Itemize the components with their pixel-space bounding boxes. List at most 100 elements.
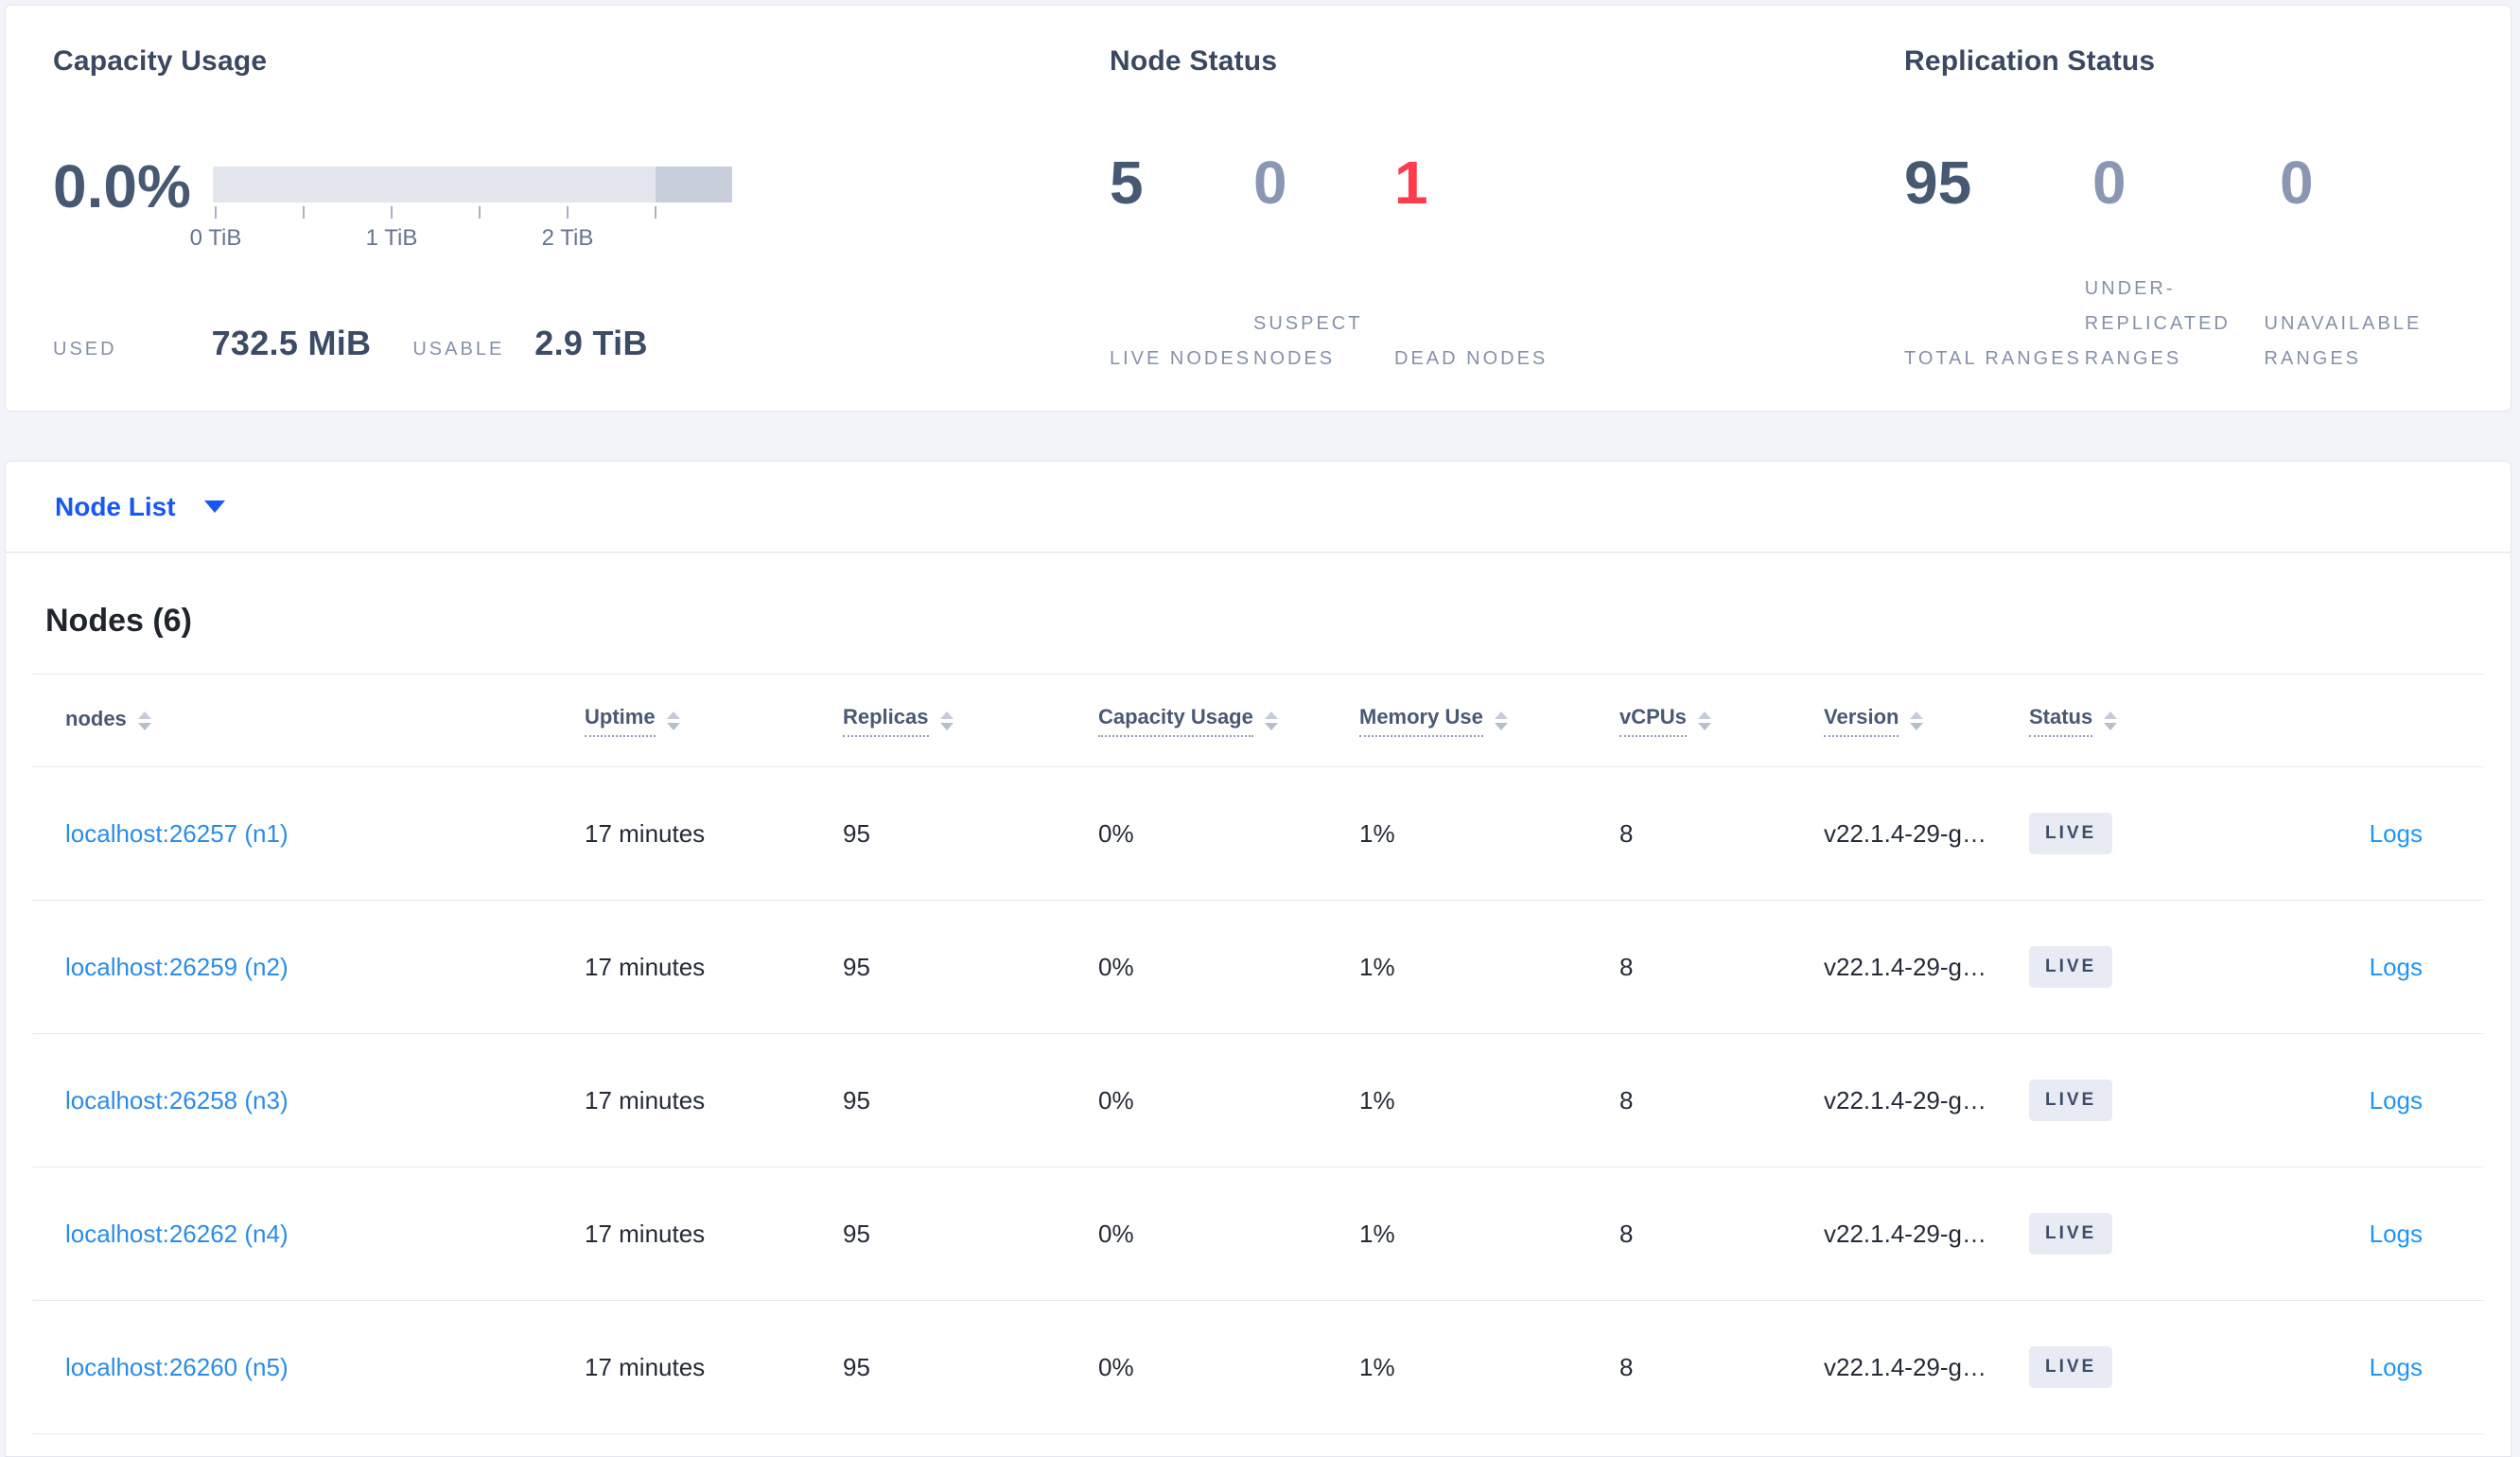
node-address-link[interactable]: localhost:26258 (n3): [65, 1085, 289, 1115]
capacity-axis-tick: [567, 206, 569, 219]
version-cell: v22.1.4-29-g…: [1824, 818, 1986, 848]
memory-use-cell: 1%: [1359, 1085, 1395, 1115]
sort-down-arrow-icon: [1910, 722, 1924, 730]
node-status-title: Node Status: [1110, 45, 1278, 77]
nodes-table-header: nodes Uptime Replicas Capacity Usage Memory …: [32, 674, 2484, 767]
logs-link[interactable]: Logs: [2369, 952, 2423, 981]
sort-icon[interactable]: [1264, 711, 1278, 730]
sort-down-arrow-icon: [939, 722, 954, 730]
column-header-capacity-usage[interactable]: Capacity Usage: [1098, 705, 1359, 737]
capacity-axis-tick-label: 1 TiB: [365, 225, 418, 251]
node-table-row: localhost:26258 (n3) 17 minutes 95 0% 1% 8 v22…: [32, 1034, 2484, 1167]
node-address-link[interactable]: localhost:26262 (n4): [65, 1219, 289, 1248]
sort-icon[interactable]: [2104, 711, 2118, 730]
column-header-label: Replicas: [843, 705, 929, 737]
sort-up-arrow-icon: [1264, 711, 1278, 719]
capacity-axis-tick: [655, 206, 656, 219]
node-status-section: Node Status 5 0 1 LIVE NODES SUSPECT NODES D…: [1110, 6, 1866, 411]
uptime-cell: 17 minutes: [585, 1219, 706, 1248]
column-header-status[interactable]: Status: [2029, 705, 2251, 737]
capacity-bar-chart: 0 TiB 1 TiB 2 TiB: [190, 167, 732, 271]
capacity-usage-cell: 0%: [1098, 1085, 1134, 1115]
node-status-stat-label: SUSPECT NODES: [1253, 313, 1363, 369]
memory-use-cell: 1%: [1359, 952, 1395, 981]
node-status-stat-value: 5: [1110, 149, 1144, 217]
capacity-bar-dark-segment: [656, 167, 732, 202]
version-cell: v22.1.4-29-g…: [1824, 952, 1986, 981]
sort-up-arrow-icon: [1494, 711, 1508, 719]
logs-link[interactable]: Logs: [2369, 1219, 2423, 1248]
sort-up-arrow-icon: [137, 711, 151, 719]
replication-stat-value: 0: [2280, 149, 2314, 217]
node-table-row: localhost:26260 (n5) 17 minutes 95 0% 1% 8 v22…: [32, 1301, 2484, 1434]
capacity-axis-tick-label: 2 TiB: [541, 225, 594, 251]
vcpus-cell: 8: [1619, 818, 1634, 848]
sort-icon[interactable]: [666, 711, 680, 730]
capacity-summary: USED 732.5 MiB USABLE 2.9 TiB: [53, 324, 648, 367]
memory-use-cell: 1%: [1359, 1219, 1395, 1248]
capacity-usage-cell: 0%: [1098, 818, 1134, 848]
sort-icon[interactable]: [137, 711, 151, 730]
column-header-label: Status: [2029, 705, 2093, 737]
sort-icon[interactable]: [939, 711, 954, 730]
nodes-panel: Nodes (6) nodes Uptime Replicas Capacity Us…: [5, 553, 2511, 1457]
column-header-replicas[interactable]: Replicas: [843, 705, 1098, 737]
sort-icon[interactable]: [1910, 711, 1924, 730]
replicas-cell: 95: [843, 1219, 870, 1248]
node-table-row: localhost:26259 (n2) 17 minutes 95 0% 1% 8 v22…: [32, 901, 2484, 1034]
sort-down-arrow-icon: [1697, 722, 1711, 730]
node-table-row: localhost:26257 (n1) 17 minutes 95 0% 1% 8 v22…: [32, 767, 2484, 901]
sort-up-arrow-icon: [1910, 711, 1924, 719]
replication-stat-label: UNAVAILABLE RANGES: [2264, 313, 2423, 369]
column-header-label: vCPUs: [1619, 705, 1687, 737]
capacity-axis-tick: [479, 206, 481, 219]
logs-link[interactable]: Logs: [2369, 818, 2423, 848]
vcpus-cell: 8: [1619, 1085, 1634, 1115]
node-address-link[interactable]: localhost:26260 (n5): [65, 1352, 289, 1381]
chevron-down-icon: [203, 500, 225, 513]
logs-link[interactable]: Logs: [2369, 1352, 2423, 1381]
status-badge: LIVE: [2029, 946, 2113, 988]
column-header-memory-use[interactable]: Memory Use: [1359, 705, 1619, 737]
sort-down-arrow-icon: [1264, 722, 1278, 730]
uptime-cell: 17 minutes: [585, 952, 706, 981]
logs-link[interactable]: Logs: [2369, 1085, 2423, 1115]
cluster-overview-panel: Capacity Usage 0.0% 0 TiB 1 TiB 2 TiB USED…: [5, 5, 2511, 412]
sort-down-arrow-icon: [2104, 722, 2118, 730]
node-list-dropdown[interactable]: Node List: [55, 492, 225, 522]
replication-status-labels: TOTAL RANGES UNDER-REPLICATED RANGES UNAVA…: [1904, 272, 2473, 377]
column-header-nodes[interactable]: nodes: [32, 707, 585, 735]
column-header-version[interactable]: Version: [1824, 705, 2029, 737]
uptime-cell: 17 minutes: [585, 1085, 706, 1115]
node-status-values: 5 0 1: [1110, 146, 1555, 219]
sort-icon[interactable]: [1697, 711, 1711, 730]
column-header-uptime[interactable]: Uptime: [585, 705, 843, 737]
column-header-vcpus[interactable]: vCPUs: [1619, 705, 1824, 737]
version-cell: v22.1.4-29-g…: [1824, 1219, 1986, 1248]
node-status-stat-label: LIVE NODES: [1110, 348, 1252, 369]
usable-value: 2.9 TiB: [534, 324, 648, 362]
usable-label: USABLE: [412, 339, 505, 360]
replication-stat-label: TOTAL RANGES: [1904, 348, 2082, 369]
sort-up-arrow-icon: [1697, 711, 1711, 719]
status-badge: LIVE: [2029, 1213, 2113, 1255]
replication-stat-value: 0: [2092, 149, 2126, 217]
column-header-label: Uptime: [585, 705, 656, 737]
used-value: 732.5 MiB: [211, 324, 372, 362]
view-selector-bar: Node List: [5, 461, 2511, 553]
used-label: USED: [53, 339, 117, 360]
status-badge: LIVE: [2029, 813, 2113, 854]
replicas-cell: 95: [843, 1352, 870, 1381]
node-address-link[interactable]: localhost:26259 (n2): [65, 952, 289, 981]
memory-use-cell: 1%: [1359, 818, 1395, 848]
memory-use-cell: 1%: [1359, 1352, 1395, 1381]
sort-down-arrow-icon: [666, 722, 680, 730]
vcpus-cell: 8: [1619, 952, 1634, 981]
version-cell: v22.1.4-29-g…: [1824, 1085, 1986, 1115]
sort-down-arrow-icon: [1494, 722, 1508, 730]
sort-icon[interactable]: [1494, 711, 1508, 730]
node-address-link[interactable]: localhost:26257 (n1): [65, 818, 289, 848]
column-header-label: Version: [1824, 705, 1899, 737]
replicas-cell: 95: [843, 818, 870, 848]
capacity-axis-tick: [391, 206, 393, 219]
